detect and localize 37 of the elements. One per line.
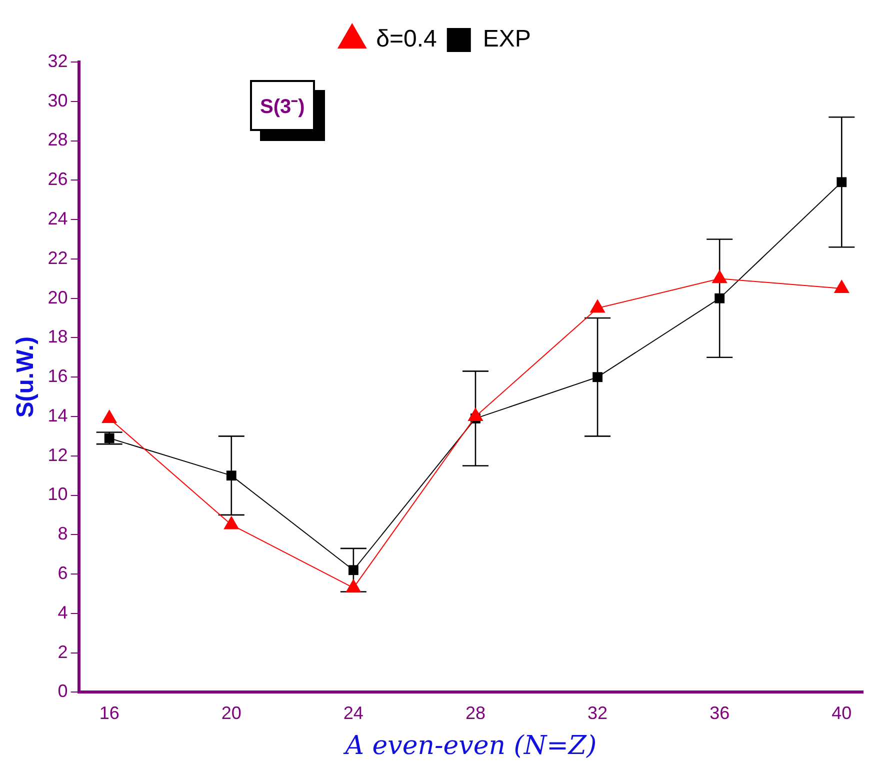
point	[102, 409, 118, 423]
point	[592, 372, 602, 382]
y-tick-label: 0	[58, 681, 68, 702]
y-tick-label: 18	[48, 326, 68, 347]
x-tick-label: 36	[710, 702, 730, 723]
y-tick-label: 8	[58, 524, 68, 544]
y-tick-label: 26	[48, 169, 68, 190]
y-axis-title: S(u.W.)	[12, 336, 40, 418]
y-tick-label: 22	[48, 248, 68, 268]
y-tick-label: 6	[58, 563, 68, 584]
y-tick-label: 24	[48, 208, 68, 229]
x-axis-title: A even-even (N=Z)	[343, 731, 597, 762]
x-tick-label: 28	[465, 702, 486, 723]
legend-label: EXP	[482, 26, 531, 53]
y-tick-label: 30	[48, 90, 68, 110]
point	[346, 578, 362, 592]
point	[714, 293, 725, 304]
point	[104, 433, 114, 444]
y-tick-label: 10	[48, 484, 68, 504]
x-tick-label: 32	[588, 702, 608, 723]
y-tick-label: 20	[48, 287, 68, 308]
y-tick-label: 32	[48, 50, 68, 71]
annotation: S(3⁻)	[250, 80, 315, 131]
y-tick-label: 2	[58, 642, 68, 662]
y-tick-label: 28	[48, 130, 68, 150]
y-tick-label: 12	[48, 444, 68, 465]
x-tick-label: 20	[221, 702, 242, 723]
x-tick-label: 40	[832, 702, 852, 723]
y-tick-label: 4	[58, 602, 68, 622]
y-tick-label: 14	[48, 405, 68, 426]
point	[468, 407, 484, 421]
x-tick-label: 16	[99, 702, 120, 723]
legend-label: δ=0.4	[376, 26, 437, 53]
x-tick-label: 24	[343, 702, 364, 723]
point	[836, 177, 847, 188]
y-tick-label: 16	[48, 366, 68, 386]
point	[224, 516, 240, 530]
